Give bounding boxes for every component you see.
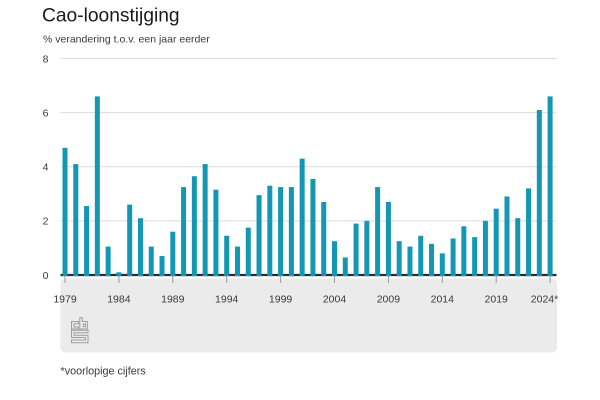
svg-text:1989: 1989 (161, 294, 185, 306)
svg-text:% verandering t.o.v. een jaar: % verandering t.o.v. een jaar eerder (43, 34, 210, 46)
svg-text:6: 6 (43, 107, 49, 119)
svg-text:2019: 2019 (485, 294, 509, 306)
svg-text:8: 8 (43, 53, 49, 65)
svg-text:4: 4 (43, 162, 49, 174)
svg-text:2009: 2009 (377, 294, 401, 306)
svg-text:Cao-loonstijging: Cao-loonstijging (42, 5, 180, 26)
svg-text:1999: 1999 (269, 294, 293, 306)
svg-text:1984: 1984 (107, 294, 131, 306)
svg-text:1994: 1994 (215, 294, 239, 306)
svg-text:1979: 1979 (53, 294, 77, 306)
svg-text:2024*: 2024* (531, 294, 558, 306)
svg-text:2004: 2004 (323, 294, 347, 306)
svg-text:0: 0 (43, 270, 49, 282)
svg-text:2014: 2014 (431, 294, 455, 306)
svg-text:*voorlopige cijfers: *voorlopige cijfers (61, 366, 147, 378)
svg-text:2: 2 (43, 216, 49, 228)
